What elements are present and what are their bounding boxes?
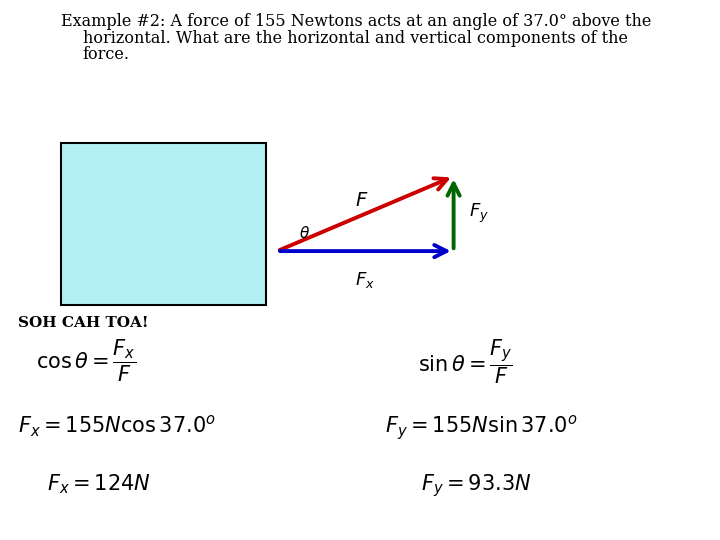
Text: SOH CAH TOA!: SOH CAH TOA! <box>18 316 148 330</box>
Text: $\sin\theta = \dfrac{F_y}{F}$: $\sin\theta = \dfrac{F_y}{F}$ <box>418 338 513 387</box>
Text: Example #2: A force of 155 Newtons acts at an angle of 37.0° above the: Example #2: A force of 155 Newtons acts … <box>61 14 652 30</box>
Text: horizontal. What are the horizontal and vertical components of the: horizontal. What are the horizontal and … <box>83 30 628 46</box>
Text: $\cos\theta = \dfrac{F_x}{F}$: $\cos\theta = \dfrac{F_x}{F}$ <box>36 338 136 383</box>
Text: $F_y = 155N\sin 37.0^o$: $F_y = 155N\sin 37.0^o$ <box>385 413 578 442</box>
Text: force.: force. <box>83 46 130 63</box>
FancyBboxPatch shape <box>61 143 266 305</box>
Text: $F_x = 155N\cos 37.0^o$: $F_x = 155N\cos 37.0^o$ <box>18 413 216 438</box>
Text: $\mathbf{\mathit{F}}$: $\mathbf{\mathit{F}}$ <box>355 192 369 210</box>
Text: $F_y = 93.3N$: $F_y = 93.3N$ <box>421 472 531 500</box>
Text: $\theta$: $\theta$ <box>299 225 310 241</box>
Text: $\mathbf{\mathit{F}}_{\mathbf{\mathit{y}}}$: $\mathbf{\mathit{F}}_{\mathbf{\mathit{y}… <box>469 202 490 225</box>
Text: $F_x = 124N$: $F_x = 124N$ <box>47 472 150 496</box>
Text: $\mathbf{\mathit{F}}_{\mathbf{\mathit{x}}}$: $\mathbf{\mathit{F}}_{\mathbf{\mathit{x}… <box>356 270 375 290</box>
